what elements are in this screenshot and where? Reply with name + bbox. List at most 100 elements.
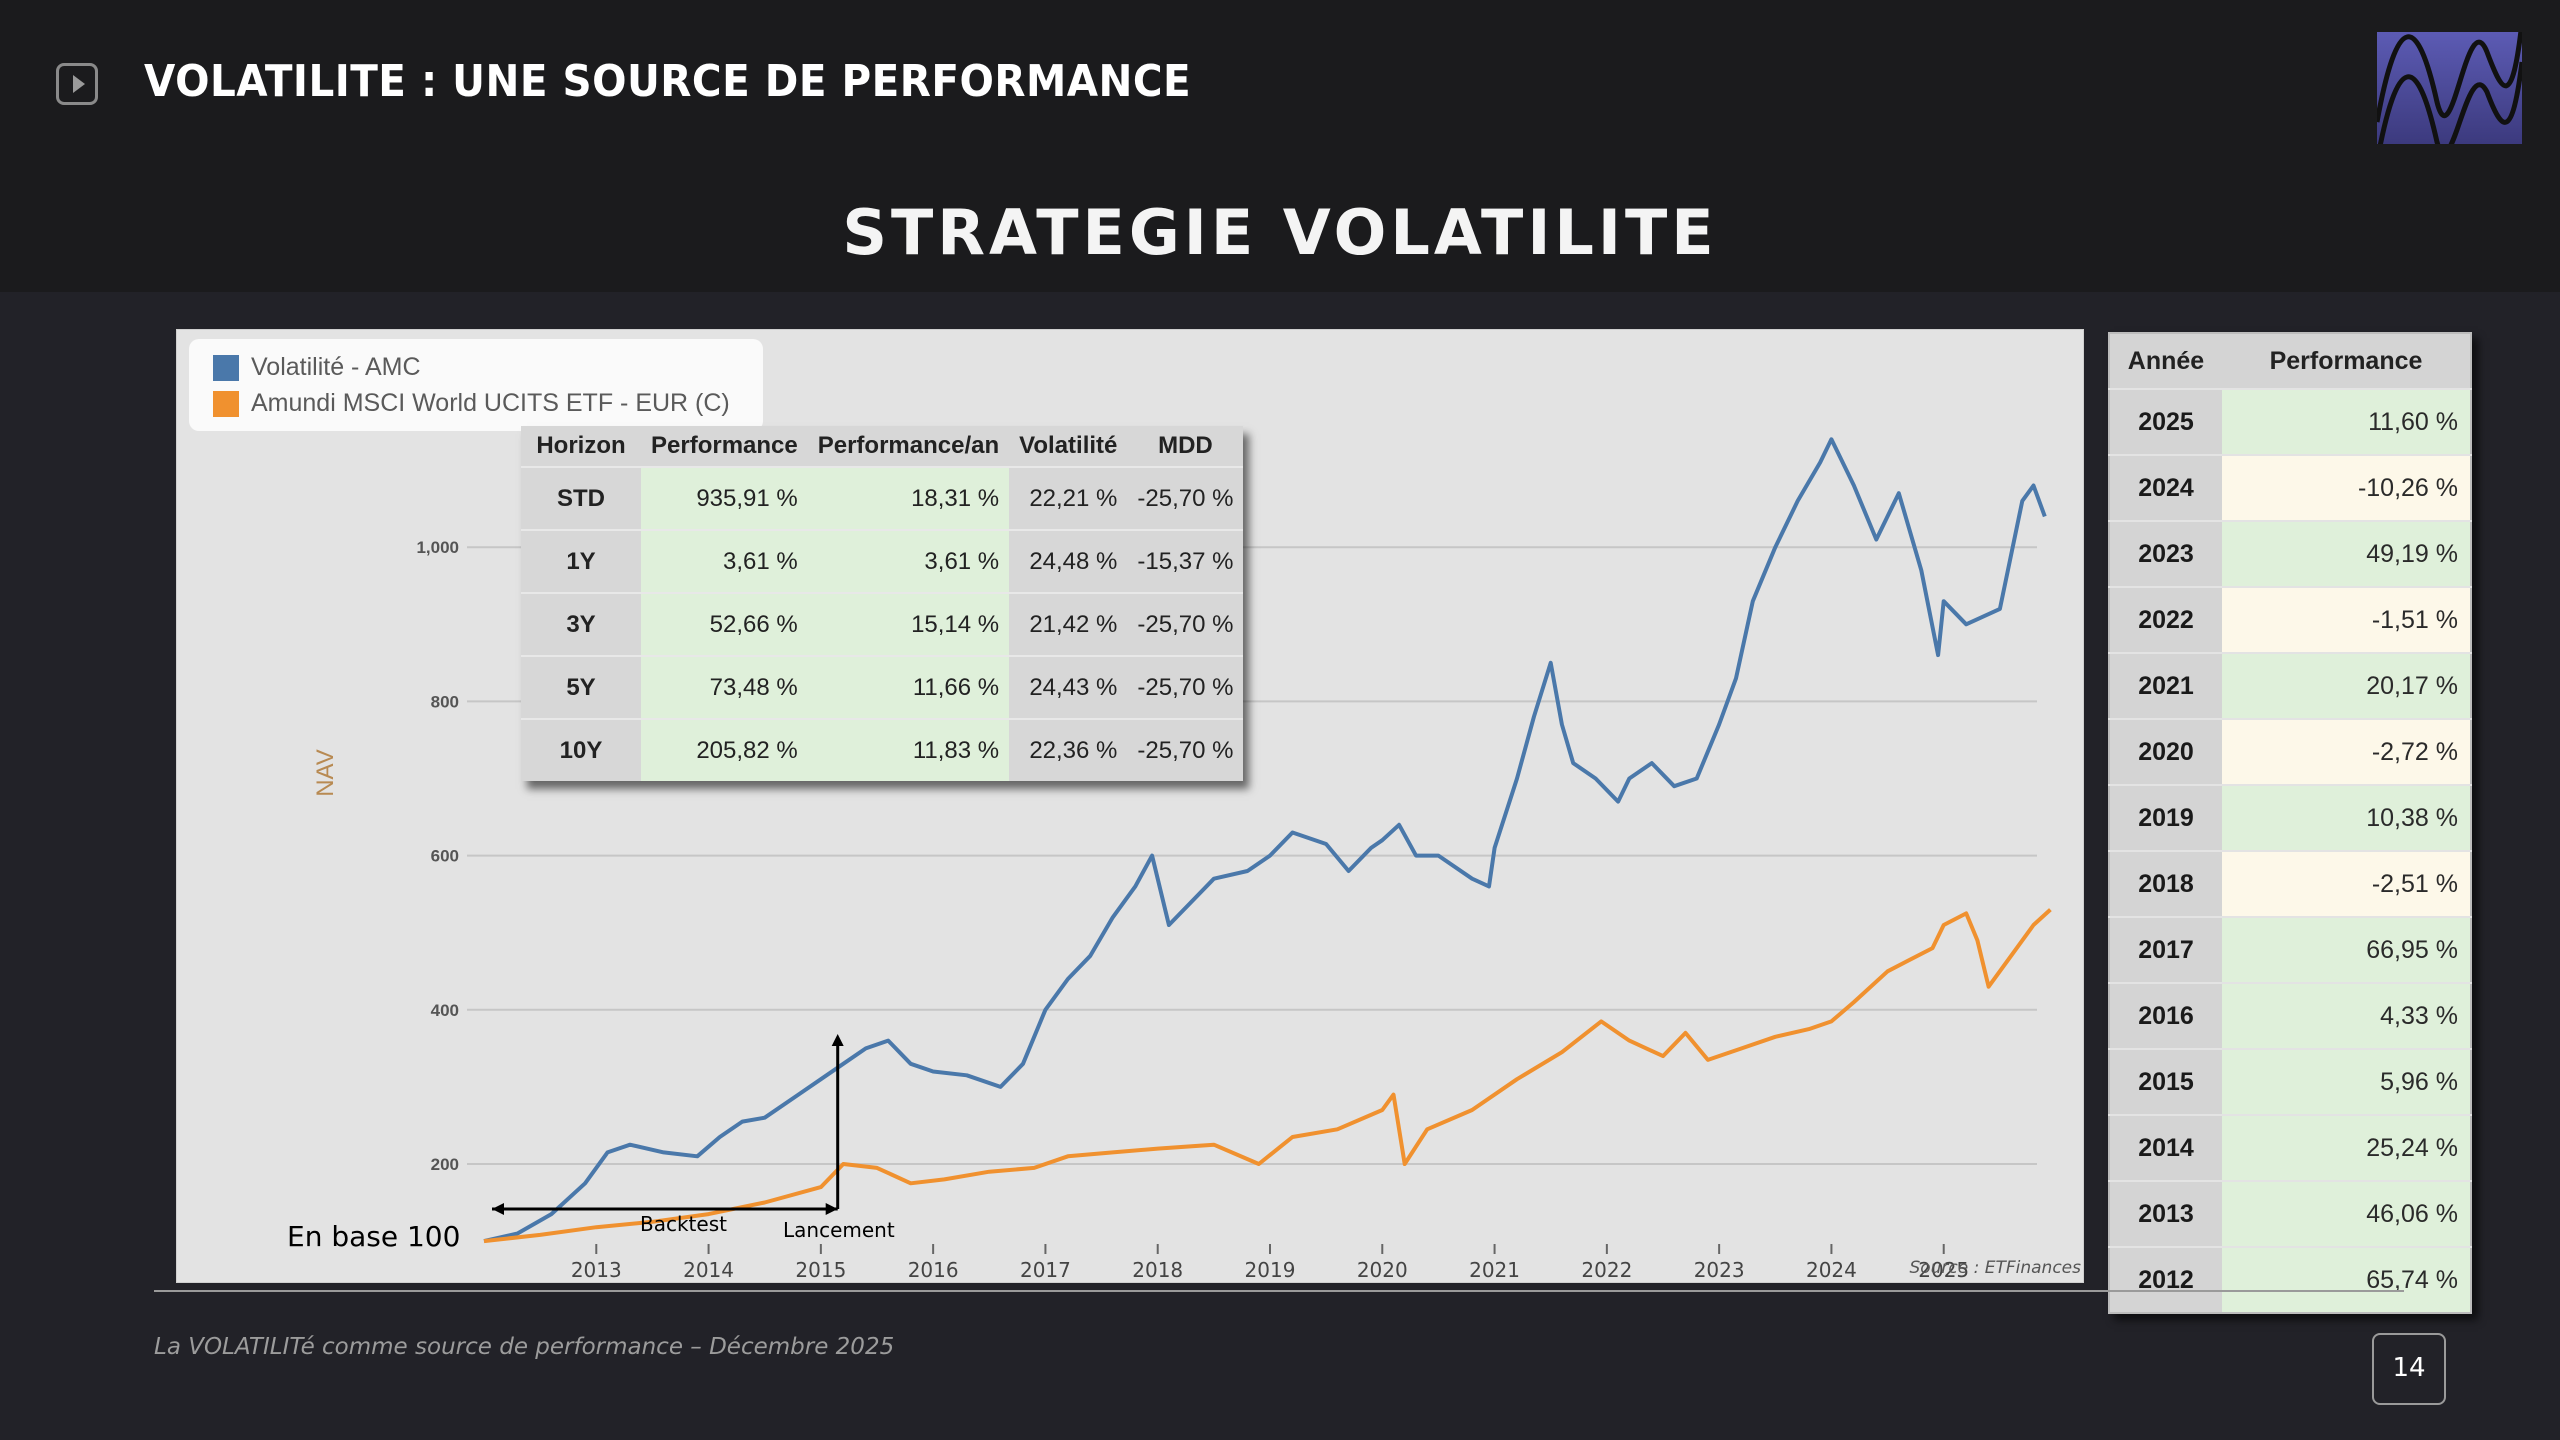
x-tick-label: 2017 [1020,1258,1071,1282]
horizon-cell: STD [521,466,641,530]
volatility-cell: 22,21 % [1009,466,1128,530]
year-cell: 2021 [2109,652,2222,719]
performance-cell: 66,95 % [2222,916,2471,983]
performance-cell: -2,51 % [2222,850,2471,917]
column-header: MDD [1158,432,1213,459]
series-line-amundi [483,908,2052,1244]
performance-cell: -2,72 % [2222,718,2471,785]
wave-logo-icon [2377,32,2522,144]
x-tick-label: 2020 [1357,1258,1408,1282]
table-header-row: Année Performance [2109,333,2471,389]
x-tick-label: 2014 [683,1258,734,1282]
performance-cell: 4,33 % [2222,982,2471,1049]
x-tick-label: 2025 [1918,1258,1969,1282]
table-row: 2015 5,96 % [2109,1048,2471,1115]
performance-cell: 205,82 % [641,718,808,781]
table-row: 2017 66,95 % [2109,916,2471,983]
table-row: 2014 25,24 % [2109,1114,2471,1181]
y-axis-label: NAV [312,749,339,797]
volatility-cell: 22,36 % [1009,718,1128,781]
table-row: 3Y 52,66 % 15,14 % 21,42 % -25,70 % [521,592,1244,656]
volatility-cell: 24,43 % [1009,655,1128,719]
year-cell: 2022 [2109,586,2222,653]
annual-performance-cell: 15,14 % [807,592,1010,656]
mdd-cell: -25,70 % [1127,718,1244,781]
y-tick-label: 800 [431,692,459,711]
table-row: 2012 65,74 % [2109,1246,2471,1313]
table-row: 1Y 3,61 % 3,61 % 24,48 % -15,37 % [521,529,1244,593]
launch-arrowhead [831,1034,844,1046]
performance-cell: 10,38 % [2222,784,2471,851]
performance-cell: 935,91 % [641,466,808,530]
x-tick-label: 2016 [908,1258,959,1282]
backtest-arrowhead-left [492,1203,504,1215]
column-header: Volatilité [1019,432,1118,459]
x-tick-label: 2022 [1581,1258,1632,1282]
page-number: 14 [2372,1333,2446,1405]
annual-performance-cell: 11,83 % [807,718,1010,781]
year-cell: 2014 [2109,1114,2222,1181]
base-100-label: En base 100 [287,1220,461,1253]
table-row: 10Y 205,82 % 11,83 % 22,36 % -25,70 % [521,718,1244,781]
table-row: 2018 -2,51 % [2109,850,2471,917]
performance-cell: 5,96 % [2222,1048,2471,1115]
performance-cell: 11,60 % [2222,388,2471,455]
performance-cell: 20,17 % [2222,652,2471,719]
performance-cell: 52,66 % [641,592,808,656]
performance-cell: 49,19 % [2222,520,2471,587]
horizon-cell: 5Y [521,655,641,719]
annual-performance-cell: 18,31 % [807,466,1010,530]
year-cell: 2013 [2109,1180,2222,1247]
horizon-cell: 10Y [521,718,641,781]
mdd-cell: -25,70 % [1127,466,1244,530]
year-cell: 2015 [2109,1048,2222,1115]
legend-label: Amundi MSCI World UCITS ETF - EUR (C) [251,389,730,417]
year-cell: 2018 [2109,850,2222,917]
annual-performance-cell: 3,61 % [807,529,1010,593]
play-icon[interactable] [56,63,98,105]
table-row: STD 935,91 % 18,31 % 22,21 % -25,70 % [521,466,1244,530]
column-header: Performance [651,432,798,459]
legend-item-amundi: Amundi MSCI World UCITS ETF - EUR (C) [213,389,730,418]
x-tick-label: 2015 [795,1258,846,1282]
performance-cell: -10,26 % [2222,454,2471,521]
legend-item-volatilite: Volatilité - AMC [213,353,421,382]
year-cell: 2017 [2109,916,2222,983]
x-tick-label: 2021 [1469,1258,1520,1282]
mdd-cell: -15,37 % [1127,529,1244,593]
volatility-cell: 24,48 % [1009,529,1128,593]
column-header: Année [2127,346,2205,375]
mdd-cell: -25,70 % [1127,592,1244,656]
x-tick-label: 2013 [571,1258,622,1282]
launch-label: Lancement [783,1218,895,1242]
year-cell: 2019 [2109,784,2222,851]
performance-cell: 73,48 % [641,655,808,719]
table-row: 5Y 73,48 % 11,66 % 24,43 % -25,70 % [521,655,1244,719]
chart-legend: Volatilité - AMC Amundi MSCI World UCITS… [189,339,763,431]
horizon-cell: 1Y [521,529,641,593]
year-cell: 2016 [2109,982,2222,1049]
table-row: 2013 46,06 % [2109,1180,2471,1247]
horizon-cell: 3Y [521,592,641,656]
table-row: 2021 20,17 % [2109,652,2471,719]
table-row: 2016 4,33 % [2109,982,2471,1049]
x-tick-label: 2024 [1806,1258,1857,1282]
table-row: 2019 10,38 % [2109,784,2471,851]
performance-cell: -1,51 % [2222,586,2471,653]
performance-cell: 46,06 % [2222,1180,2471,1247]
table-row: 2022 -1,51 % [2109,586,2471,653]
year-cell: 2024 [2109,454,2222,521]
performance-cell: 25,24 % [2222,1114,2471,1181]
source-label: Source : ETFinances [1909,1258,2081,1278]
table-row: 2020 -2,72 % [2109,718,2471,785]
table-header-row: Horizon Performance Performance/an Volat… [521,426,1243,467]
legend-swatch-orange [213,390,239,417]
table-row: 2025 11,60 % [2109,388,2471,455]
performance-summary-table: Horizon Performance Performance/an Volat… [521,426,1244,781]
backtest-label: Backtest [640,1212,727,1236]
column-header: Performance [2269,346,2423,375]
table-row: 2024 -10,26 % [2109,454,2471,521]
mdd-cell: -25,70 % [1127,655,1244,719]
year-cell: 2023 [2109,520,2222,587]
legend-swatch-blue [213,354,239,381]
